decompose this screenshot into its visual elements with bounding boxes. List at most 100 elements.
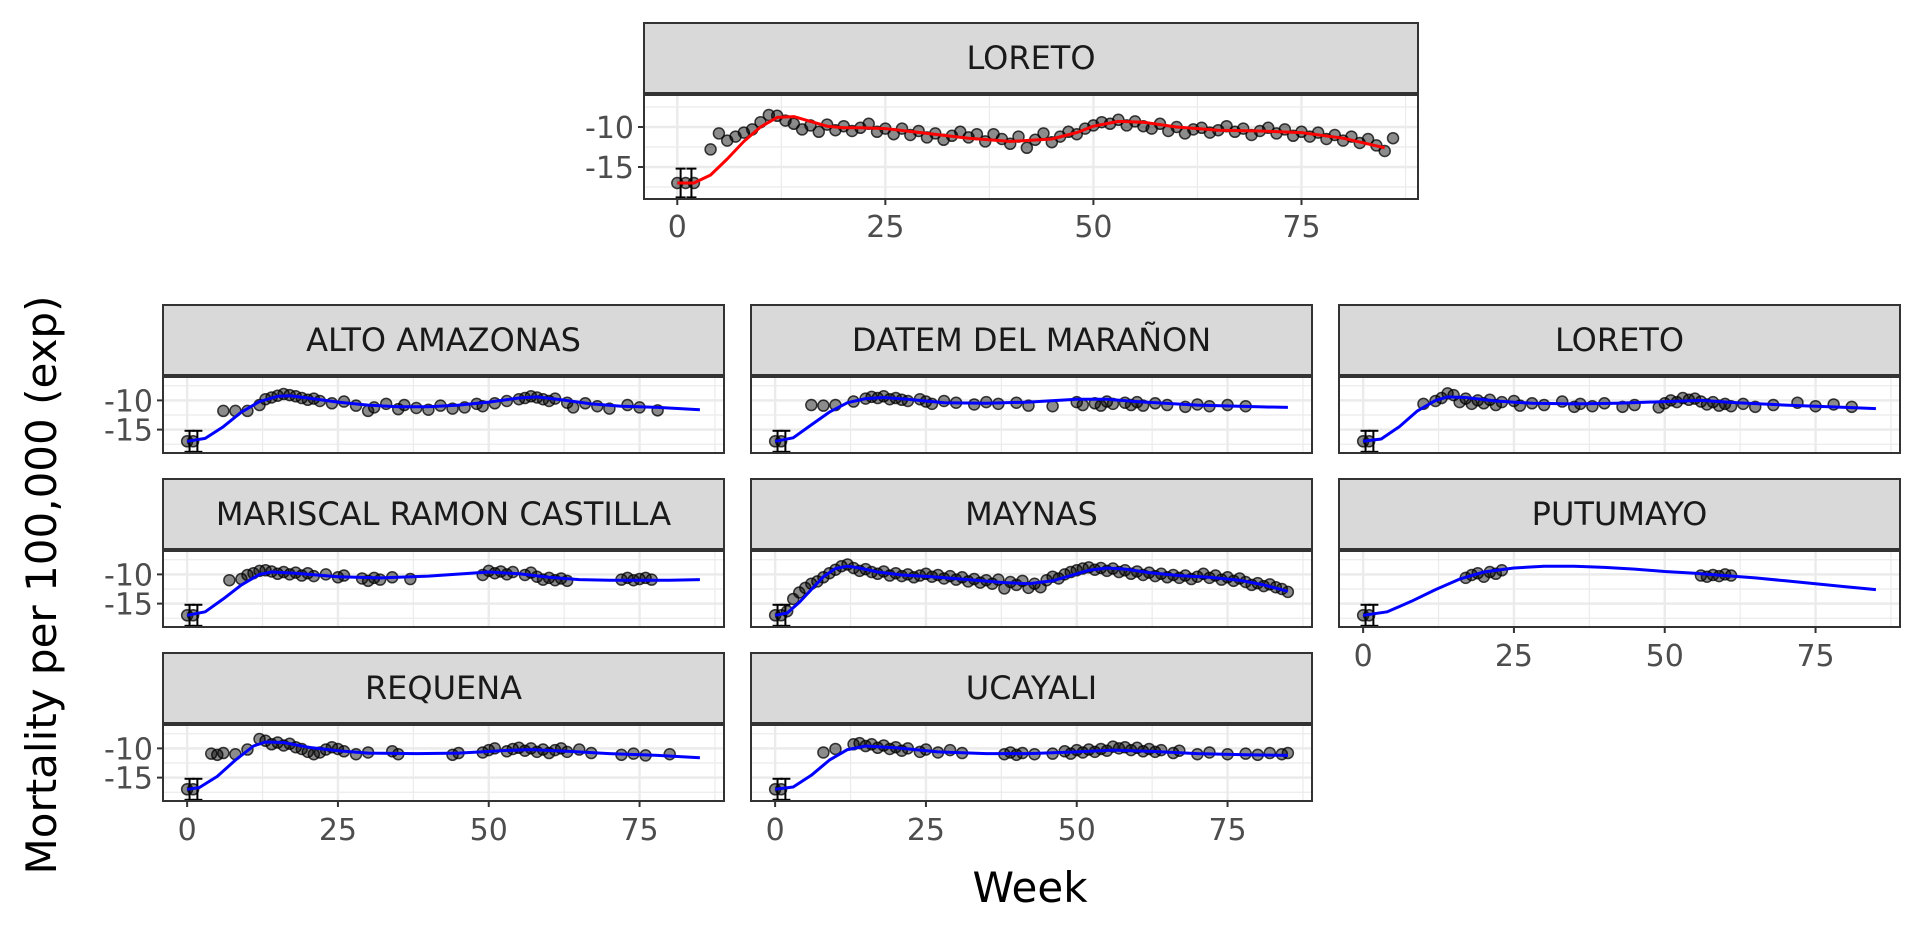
y-tick-label: -10	[104, 384, 153, 419]
facet-strip	[750, 652, 1313, 724]
grid-lines	[163, 551, 724, 627]
facet-strip-label: MARISCAL RAMON CASTILLA	[216, 495, 671, 533]
x-tick-label: 75	[1282, 210, 1320, 245]
x-tick-label: 75	[620, 813, 658, 848]
facet-panel: ALTO AMAZONAS -10-15	[104, 304, 725, 454]
facet-strip-label: REQUENA	[365, 669, 522, 707]
data-point	[943, 743, 957, 757]
fitted-curve	[1362, 395, 1876, 443]
data-point	[373, 573, 387, 586]
facet-strip	[643, 22, 1419, 94]
y-tick-label: -15	[104, 762, 153, 797]
fitted-curve	[677, 115, 1386, 185]
data-point	[704, 143, 717, 156]
grid-lines	[751, 377, 1312, 453]
data-layer	[180, 564, 700, 627]
data-layer	[671, 108, 1400, 199]
data-layer	[180, 732, 700, 801]
y-tick-label: -15	[104, 414, 153, 449]
data-layer	[768, 736, 1295, 801]
data-point	[217, 404, 230, 418]
x-tick-label: 50	[1074, 210, 1112, 245]
x-axis-title: Week	[972, 863, 1088, 912]
grid-lines	[751, 725, 1312, 801]
facet-strip	[162, 652, 725, 724]
facet-strip	[1338, 478, 1901, 550]
data-layer	[768, 558, 1295, 627]
facet-strip	[162, 478, 725, 550]
data-layer	[180, 387, 700, 453]
data-point	[566, 401, 580, 414]
x-tick-label: 25	[319, 813, 357, 848]
fitted-curve	[774, 396, 1288, 443]
panel-border	[1338, 376, 1901, 454]
y-tick-label: -10	[585, 111, 634, 146]
x-tick-label: 0	[766, 813, 785, 848]
y-axis-title: Mortality per 100,000 (exp)	[17, 296, 66, 875]
fitted-curve	[774, 564, 1289, 617]
grid-lines	[644, 95, 1418, 199]
data-point	[829, 742, 842, 756]
data-point	[1386, 131, 1400, 145]
facet-panel: PUTUMAYO 0 25 50 75	[1338, 478, 1901, 674]
fitted-curve	[186, 740, 700, 791]
facet-strip	[162, 304, 725, 376]
data-layer	[1356, 387, 1876, 453]
data-point	[1076, 398, 1090, 412]
facet-panel: LORETO	[1338, 304, 1901, 454]
fitted-curve	[186, 570, 700, 617]
facet-strip-label: LORETO	[1555, 321, 1684, 359]
data-point	[1263, 746, 1277, 760]
y-tick-label: -15	[585, 151, 634, 186]
y-tick-label: -15	[104, 588, 153, 623]
panel-border	[162, 376, 725, 454]
grid-lines	[1339, 377, 1900, 453]
facet-panel: REQUENA -10-15 0 25 50 75	[104, 652, 725, 848]
facet-panel: DATEM DEL MARAÑON	[750, 304, 1313, 454]
facet-strip-label: MAYNAS	[965, 495, 1098, 533]
data-point	[1281, 585, 1295, 599]
data-point	[398, 398, 411, 412]
facet-strip-label: UCAYALI	[966, 669, 1097, 707]
x-tick-label: 50	[470, 813, 508, 848]
x-tick-label: 75	[1208, 813, 1246, 848]
fitted-curve	[774, 744, 1288, 791]
data-point	[217, 746, 230, 760]
y-tick-label: -10	[104, 732, 153, 767]
facet-strip-label: LORETO	[966, 39, 1095, 77]
y-tick-label: -10	[104, 558, 153, 593]
data-point	[1020, 141, 1034, 155]
facet-panel: LORETO -10 -15 0 25 50 75	[585, 22, 1419, 245]
data-point	[817, 399, 830, 412]
data-point	[1555, 395, 1569, 408]
panel-border	[750, 376, 1313, 454]
panel-border	[750, 724, 1313, 802]
x-tick-label: 75	[1796, 639, 1834, 674]
data-point	[712, 127, 726, 140]
x-tick-label: 0	[668, 210, 687, 245]
x-tick-label: 25	[907, 813, 945, 848]
data-point	[367, 401, 381, 414]
facet-strip	[750, 304, 1313, 376]
facet-strip	[750, 478, 1313, 550]
data-point	[1537, 398, 1551, 412]
facet-panel: UCAYALI 0 25 50 75	[750, 652, 1313, 848]
data-layer	[1356, 564, 1877, 627]
x-tick-label: 25	[866, 210, 904, 245]
grid-lines	[1339, 551, 1900, 627]
panel-border	[750, 550, 1313, 628]
data-point	[591, 399, 604, 413]
data-point	[1037, 127, 1050, 140]
data-point	[1154, 743, 1168, 757]
x-tick-label: 50	[1646, 639, 1684, 674]
panel-border	[1338, 550, 1901, 628]
x-tick-label: 25	[1495, 639, 1533, 674]
panel-border	[643, 94, 1419, 200]
panel-border	[162, 550, 725, 628]
facet-panel: MARISCAL RAMON CASTILLA -10-15	[104, 478, 725, 628]
data-point	[812, 125, 826, 139]
y-axis-title-group: Mortality per 100,000 (exp) Mortality pe…	[17, 296, 66, 875]
data-layer	[768, 390, 1288, 453]
